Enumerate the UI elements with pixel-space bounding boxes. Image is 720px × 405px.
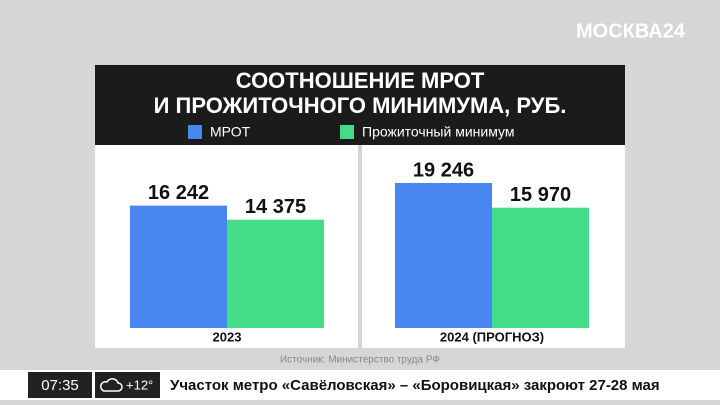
value-label: 15 970 <box>510 184 571 206</box>
bar <box>227 219 324 328</box>
weather-box <box>95 372 160 398</box>
x-tick-label: 2024 (ПРОГНОЗ) <box>440 329 544 344</box>
bar <box>395 183 492 328</box>
bar <box>130 205 227 328</box>
weather: +12° <box>126 377 153 392</box>
legend-swatch <box>340 125 354 139</box>
bar <box>492 207 589 328</box>
value-label: 19 246 <box>413 159 474 181</box>
headline: Участок метро «Савёловская» – «Боровицка… <box>170 377 660 394</box>
chart-title: СООТНОШЕНИЕ МРОТ И ПРОЖИТОЧНОГО МИНИМУМА… <box>153 68 567 118</box>
value-label: 14 375 <box>245 196 306 218</box>
logo: МОСКВА24 <box>576 20 686 42</box>
time-box <box>28 372 92 398</box>
value-label: 16 242 <box>148 182 209 204</box>
source: Источник: Министерство труда РФ <box>280 355 440 366</box>
time: 07:35 <box>41 377 79 394</box>
cloud-icon <box>100 378 123 392</box>
legend-swatch <box>188 125 202 139</box>
legend-label: МРОТ <box>210 124 251 140</box>
title-panel <box>95 65 625 145</box>
x-tick-label: 2023 <box>213 329 242 344</box>
legend-label: Прожиточный минимум <box>362 124 514 140</box>
